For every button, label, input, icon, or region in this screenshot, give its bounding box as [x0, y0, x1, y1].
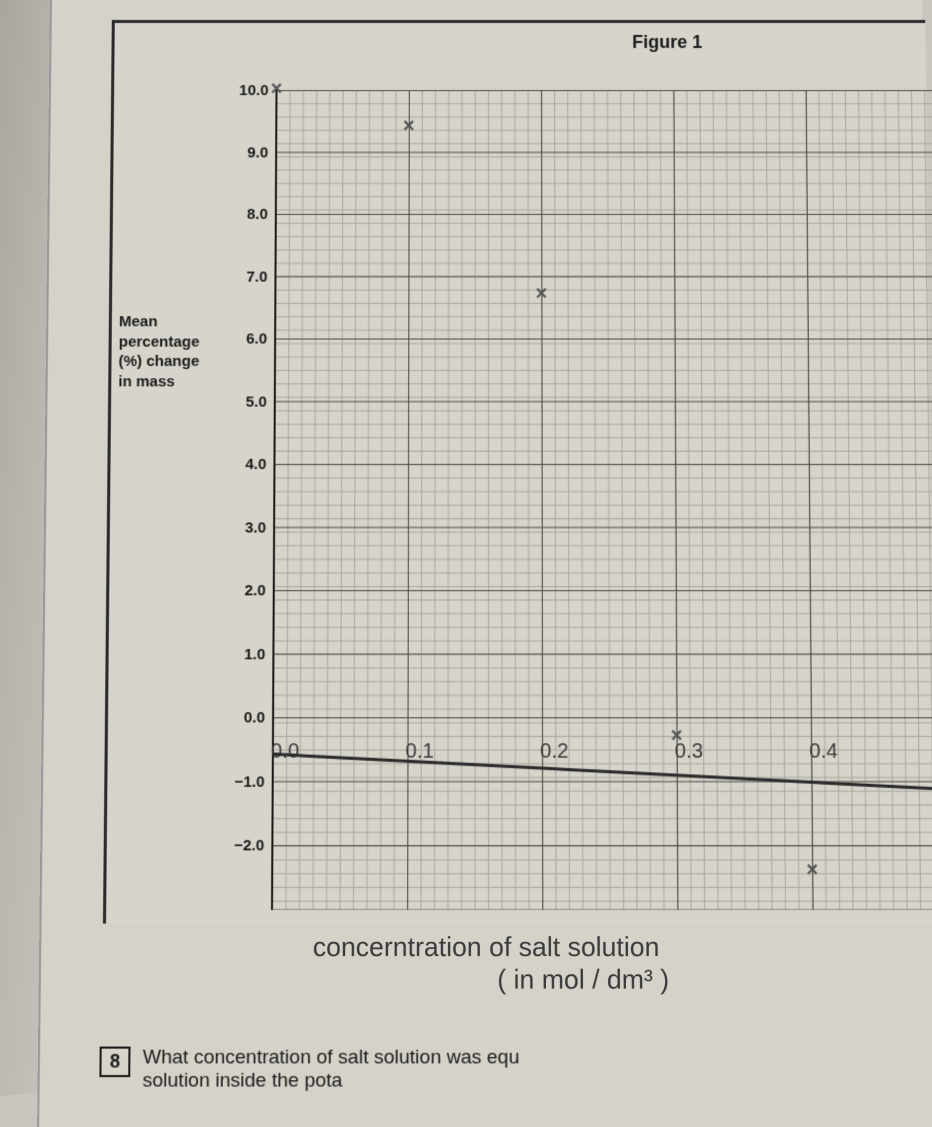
question-number-box: 8 — [99, 1047, 130, 1078]
grid-major — [272, 90, 932, 910]
x-tick-label-handwritten: 0.2 — [540, 740, 568, 764]
y-tick-label: 2.0 — [215, 582, 266, 600]
question-row: 8 What concentration of salt solution wa… — [99, 1047, 519, 1093]
question-text-line: What concentration of salt solution was … — [143, 1047, 520, 1069]
y-axis-title-line: in mass — [118, 373, 175, 390]
worksheet-paper: Figure 1 Mean percentage (%) change in m… — [37, 0, 932, 1127]
figure-title: Figure 1 — [632, 32, 702, 53]
y-axis-title-line: Mean — [119, 313, 158, 330]
data-point: × — [270, 79, 282, 102]
question-text-line: solution inside the pota — [142, 1070, 342, 1092]
question-text: What concentration of salt solution was … — [142, 1047, 519, 1093]
y-tick-label: 9.0 — [218, 143, 268, 160]
x-tick-label-handwritten: 0.4 — [809, 740, 838, 764]
y-tick-label: 3.0 — [215, 519, 266, 536]
y-tick-label: 6.0 — [217, 330, 268, 347]
y-tick-label: 8.0 — [217, 205, 267, 222]
y-tick-label: 10.0 — [218, 82, 268, 99]
y-axis-title-line: (%) change — [118, 353, 199, 370]
y-axis-title-line: percentage — [119, 333, 200, 350]
y-tick-label: 5.0 — [216, 393, 267, 410]
data-point: × — [535, 283, 547, 306]
y-axis-title: Mean percentage (%) change in mass — [118, 312, 199, 391]
y-tick-label: 4.0 — [216, 455, 267, 472]
x-axis-title-line: ( in mol / dm³ ) — [313, 964, 932, 997]
x-axis-title-handwritten: concerntration of salt solution( in mol … — [313, 931, 932, 996]
y-tick-label: 7.0 — [217, 268, 267, 285]
chart-plot-area: 10.09.08.07.06.05.04.03.02.01.00.0−1.0−2… — [272, 90, 932, 910]
y-tick-label: −1.0 — [213, 773, 264, 791]
y-tick-label: 0.0 — [214, 709, 265, 727]
y-tick-label: 1.0 — [214, 645, 265, 663]
data-point: × — [403, 116, 415, 139]
data-point: × — [670, 725, 682, 749]
y-tick-label: −2.0 — [213, 837, 264, 855]
x-axis-title-line: concerntration of salt solution — [313, 931, 932, 964]
data-point: × — [806, 859, 818, 883]
